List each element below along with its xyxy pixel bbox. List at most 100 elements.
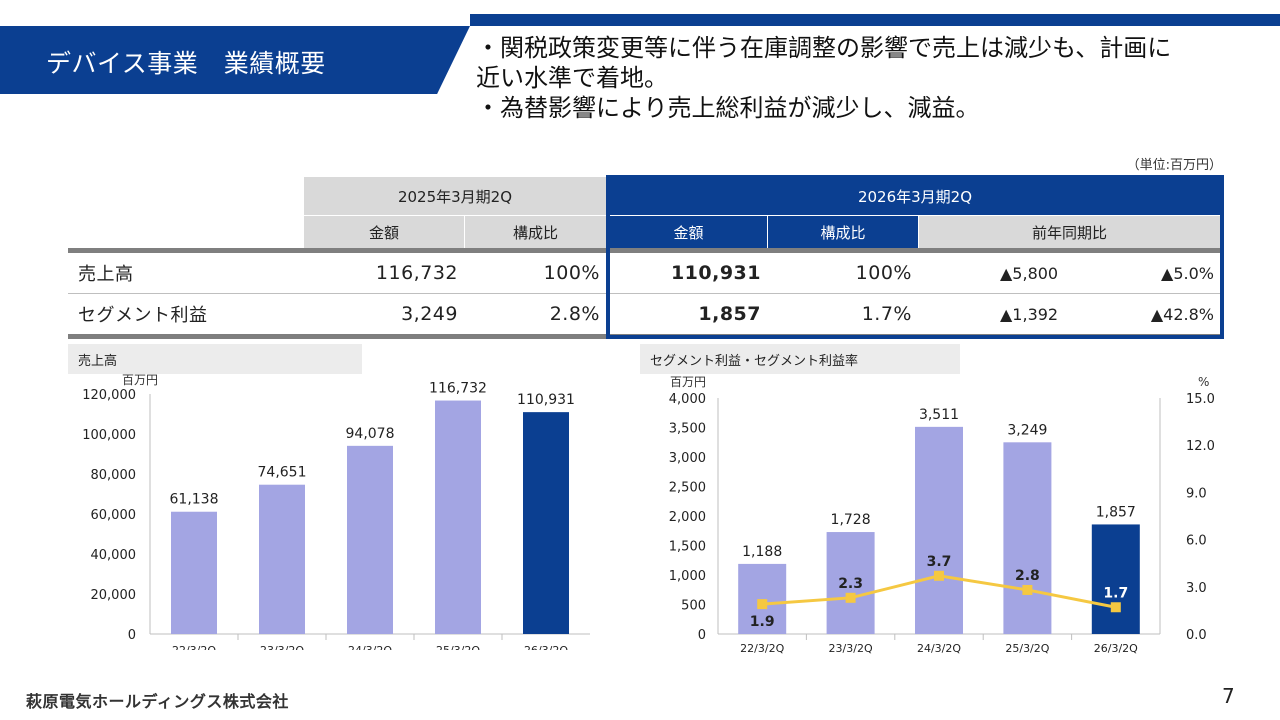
profit-data-label: 1,728 xyxy=(831,512,871,528)
profit-data-label: 1,857 xyxy=(1096,504,1136,520)
x-tick-label: 26/3/2Q xyxy=(1094,642,1138,655)
header-banner xyxy=(0,26,470,94)
sales-data-label: 110,931 xyxy=(517,392,575,408)
page-title: デバイス事業 業績概要 xyxy=(46,49,326,78)
profit-ratio-marker xyxy=(934,570,944,581)
yoy-sales-pct: ▲5.0% xyxy=(1161,263,1214,283)
segment-profit-bar xyxy=(915,426,963,634)
y2-tick-label: 3.0 xyxy=(1186,581,1207,596)
sales-bar xyxy=(171,511,217,634)
sales-bar xyxy=(435,400,481,634)
sales-bar xyxy=(259,484,305,634)
profit-ratio-marker xyxy=(1022,584,1033,595)
bullet-line-2: 近い水準で着地。 xyxy=(476,64,668,92)
period-prev-header: 2025年3月期2Q xyxy=(304,177,606,215)
prev-sales-ratio: 100% xyxy=(543,262,600,284)
y-tick-label: 0 xyxy=(128,628,136,643)
sales-bar xyxy=(523,412,569,634)
y-tick-label: 1,500 xyxy=(669,540,706,555)
x-tick-label: 24/3/2Q xyxy=(348,644,392,650)
x-tick-label: 25/3/2Q xyxy=(436,644,480,650)
x-tick-label: 25/3/2Q xyxy=(1005,642,1049,655)
y-tick-label: 80,000 xyxy=(91,468,137,483)
profit-ratio-label: 2.3 xyxy=(838,576,863,592)
summary-bullets: ・関税政策変更等に伴う在庫調整の影響で売上は減少も、計画に 近い水準で着地。 ・… xyxy=(476,33,1171,123)
y-tick-label: 2,500 xyxy=(669,481,706,496)
y-tick-label: 40,000 xyxy=(91,548,137,563)
y2-tick-label: 9.0 xyxy=(1186,486,1207,501)
sales-data-label: 94,078 xyxy=(346,426,395,442)
sales-bar-chart: 百万円 0 20,000 40,000 60,000 80,000 100,000 120,0… xyxy=(82,373,590,650)
curr-profit-ratio: 1.7% xyxy=(861,303,912,325)
profit-ratio-label: 1.7 xyxy=(1103,585,1128,601)
sales-bar xyxy=(347,445,393,634)
profit-ratio-label: 3.7 xyxy=(927,554,952,570)
y2-tick-label: 15.0 xyxy=(1186,392,1215,407)
prev-profit-ratio: 2.8% xyxy=(549,303,600,325)
sales-data-label: 74,651 xyxy=(258,465,307,481)
bullet-line-3: ・為替影響により売上総利益が減少し、減益。 xyxy=(476,94,980,122)
profit-data-label: 3,249 xyxy=(1007,422,1047,438)
table-top-rule xyxy=(68,248,1220,253)
y-tick-label: 120,000 xyxy=(82,388,136,403)
y2-tick-label: 0.0 xyxy=(1186,628,1207,643)
y2-tick-label: 6.0 xyxy=(1186,534,1207,549)
curr-sales-amount: 110,931 xyxy=(670,262,761,284)
y2-tick-label: 12.0 xyxy=(1186,439,1215,454)
y-tick-label: 1,000 xyxy=(669,569,706,584)
profit-ratio-marker xyxy=(1110,602,1121,613)
profit-data-label: 1,188 xyxy=(742,544,782,560)
curr-amount-header: 金額 xyxy=(610,216,767,248)
x-tick-label: 22/3/2Q xyxy=(172,644,216,650)
yoy-profit-pct: ▲42.8% xyxy=(1150,304,1214,324)
y-axis-unit: 百万円 xyxy=(670,375,706,389)
profit-data-label: 3,511 xyxy=(919,407,959,423)
segment-profit-bar xyxy=(1003,442,1052,634)
y-tick-label: 60,000 xyxy=(91,508,137,523)
x-tick-label: 22/3/2Q xyxy=(740,642,784,655)
prev-amount-header: 金額 xyxy=(304,216,464,248)
profit-ratio-label: 2.8 xyxy=(1015,568,1040,584)
segment-profit-bar xyxy=(826,532,875,634)
yoy-header: 前年同期比 xyxy=(919,216,1220,248)
bullet-line-1: ・関税政策変更等に伴う在庫調整の影響で売上は減少も、計画に xyxy=(476,34,1172,62)
sales-data-label: 116,732 xyxy=(429,381,487,397)
sales-chart-title: 売上高 xyxy=(68,344,362,374)
x-tick-label: 23/3/2Q xyxy=(260,644,304,650)
table-mid-rule xyxy=(68,293,1220,294)
y-tick-label: 3,000 xyxy=(669,451,706,466)
curr-ratio-header: 構成比 xyxy=(768,216,918,248)
profit-ratio-marker xyxy=(845,592,856,603)
profit-chart-title: セグメント利益・セグメント利益率 xyxy=(640,344,960,374)
prev-profit-amount: 3,249 xyxy=(401,303,458,325)
current-period-frame xyxy=(606,175,1224,339)
x-tick-label: 24/3/2Q xyxy=(917,642,961,655)
company-logo: 萩原電気ホールディングス株式会社 xyxy=(26,692,289,711)
y-tick-label: 100,000 xyxy=(82,428,136,443)
y-tick-label: 20,000 xyxy=(91,588,137,603)
curr-sales-ratio: 100% xyxy=(855,262,912,284)
unit-note: （単位:百万円） xyxy=(1126,158,1222,173)
profit-ratio-marker xyxy=(757,599,768,610)
row-label-sales: 売上高 xyxy=(78,264,134,285)
y-tick-label: 0 xyxy=(698,628,706,643)
sales-data-label: 61,138 xyxy=(170,492,219,508)
x-tick-label: 23/3/2Q xyxy=(829,642,873,655)
prev-ratio-header: 構成比 xyxy=(465,216,606,248)
yoy-sales-amount: ▲5,800 xyxy=(1000,263,1059,283)
curr-profit-amount: 1,857 xyxy=(698,303,761,325)
segment-profit-bar xyxy=(1091,524,1140,634)
y-tick-label: 500 xyxy=(681,599,706,614)
x-tick-label: 26/3/2Q xyxy=(524,644,568,650)
segment-profit-combo-chart: 百万円 % 0 500 1,000 1,500 2,000 2,500 3,000 3,500 4,… xyxy=(669,375,1215,655)
prev-sales-amount: 116,732 xyxy=(375,262,458,284)
y-tick-label: 2,000 xyxy=(669,510,706,525)
period-curr-header: 2026年3月期2Q xyxy=(610,177,1220,215)
y-axis-unit: 百万円 xyxy=(122,373,158,387)
header-accent-line xyxy=(470,14,1280,26)
y-tick-label: 4,000 xyxy=(669,392,706,407)
yoy-profit-amount: ▲1,392 xyxy=(1000,304,1059,324)
page-number: 7 xyxy=(1222,684,1235,708)
row-label-segment-profit: セグメント利益 xyxy=(78,305,208,326)
segment-profit-bar xyxy=(738,563,787,634)
